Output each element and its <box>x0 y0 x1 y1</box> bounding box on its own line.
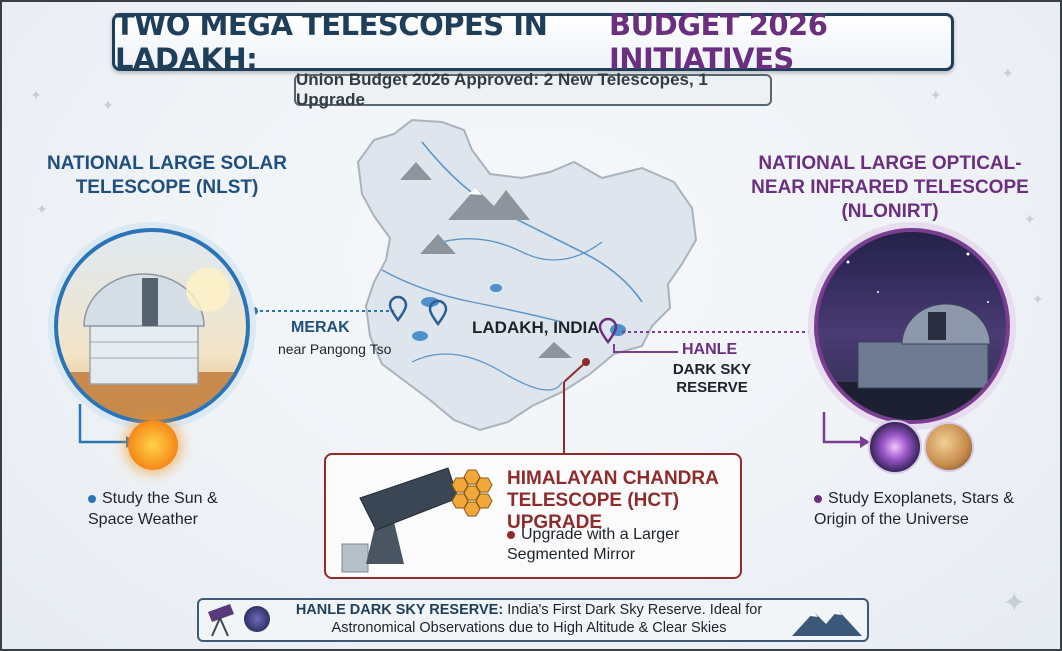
hct-point: Upgrade with a Larger Segmented Mirror <box>507 525 737 565</box>
nlonirt-point-text: Study Exoplanets, Stars & Origin of the … <box>814 490 1014 528</box>
sparkle-icon: ✦ <box>1024 211 1036 227</box>
footer-banner <box>197 598 869 642</box>
ladakh-map-shape <box>356 118 698 432</box>
nlst-arrow <box>78 404 126 444</box>
river-line <box>381 269 563 323</box>
sparkle-icon: ✦ <box>30 87 42 103</box>
nlst-point-text: Study the Sun & Space Weather <box>88 490 218 528</box>
observatory-icon <box>818 252 1006 420</box>
lake-shape <box>421 297 439 307</box>
segmented-telescope-icon <box>341 467 493 573</box>
title-part-2: BUDGET 2026 INITIATIVES <box>608 8 828 76</box>
bullet-icon <box>507 530 515 539</box>
location-pin-icon <box>428 299 448 327</box>
lake-shape <box>412 331 428 341</box>
mountain-icon <box>400 162 432 180</box>
nlst-point: Study the Sun & Space Weather <box>88 488 248 530</box>
mountain-icon <box>420 234 456 254</box>
hanle-pointer-line <box>613 344 678 353</box>
connector-dot <box>250 307 258 315</box>
bullet-icon <box>814 494 822 503</box>
mountain-icon <box>792 610 862 636</box>
merak-sublabel: near Pangong Tso <box>278 341 392 357</box>
planet-icon <box>924 422 974 472</box>
hct-point-text: Upgrade with a Larger Segmented Mirror <box>507 526 680 563</box>
nlst-title: NATIONAL LARGE SOLAR TELESCOPE (NLST) <box>47 153 287 198</box>
location-pin-icon <box>598 317 618 345</box>
galaxy-icon <box>868 420 922 474</box>
hanle-label: HANLE <box>682 341 738 358</box>
hct-connector <box>563 361 587 383</box>
map-label: LADAKH, INDIA <box>472 318 600 337</box>
mountain-icon <box>468 188 482 195</box>
sparkle-icon: ✦ <box>1002 587 1026 618</box>
title-part-1: TWO MEGA TELESCOPES IN LADAKH: <box>115 8 548 76</box>
mountain-icon <box>538 342 572 358</box>
river-line <box>421 141 643 303</box>
sparkle-icon: ✦ <box>36 201 48 217</box>
location-pin-icon <box>388 295 408 323</box>
optical-observatory-image <box>814 228 1010 424</box>
footer-text: HANLE DARK SKY RESERVE: India's First Da… <box>274 601 784 637</box>
nlonirt-point: Study Exoplanets, Stars & Origin of the … <box>814 488 1034 530</box>
lake-shape <box>490 284 502 292</box>
sparkle-icon: ✦ <box>930 87 942 103</box>
bullet-icon <box>88 494 96 503</box>
nlonirt-arrow <box>822 412 860 444</box>
dark-sky-icon <box>244 606 270 632</box>
hct-title: HIMALAYAN CHANDRA TELESCOPE (HCT) UPGRAD… <box>507 468 719 533</box>
sparkle-icon: ✦ <box>102 97 114 113</box>
sparkle-icon: ✦ <box>1002 65 1014 81</box>
mountain-icon <box>448 188 530 220</box>
river-line <box>411 353 563 391</box>
observatory-icon <box>58 268 246 420</box>
subtitle-banner: Union Budget 2026 Approved: 2 New Telesc… <box>294 70 772 109</box>
arrow-head <box>860 436 870 448</box>
merak-label: MERAK <box>291 319 350 336</box>
footer-bold: HANLE DARK SKY RESERVE: <box>295 602 504 618</box>
subtitle-text: Union Budget 2026 Approved: 2 New Telesc… <box>296 70 708 109</box>
page-title: TWO MEGA TELESCOPES IN LADAKH: BUDGET 20… <box>112 8 954 76</box>
solar-observatory-image <box>54 228 250 424</box>
sparkle-icon: ✦ <box>1032 291 1044 307</box>
hanle-sublabel: DARK SKY RESERVE <box>672 361 752 396</box>
river-line <box>441 238 603 261</box>
sun-icon <box>128 420 178 470</box>
telescope-icon <box>208 604 234 637</box>
nlonirt-title: NATIONAL LARGE OPTICAL-NEAR INFRARED TEL… <box>751 153 1029 222</box>
footer-body: India's First Dark Sky Reserve. Ideal fo… <box>331 602 763 636</box>
